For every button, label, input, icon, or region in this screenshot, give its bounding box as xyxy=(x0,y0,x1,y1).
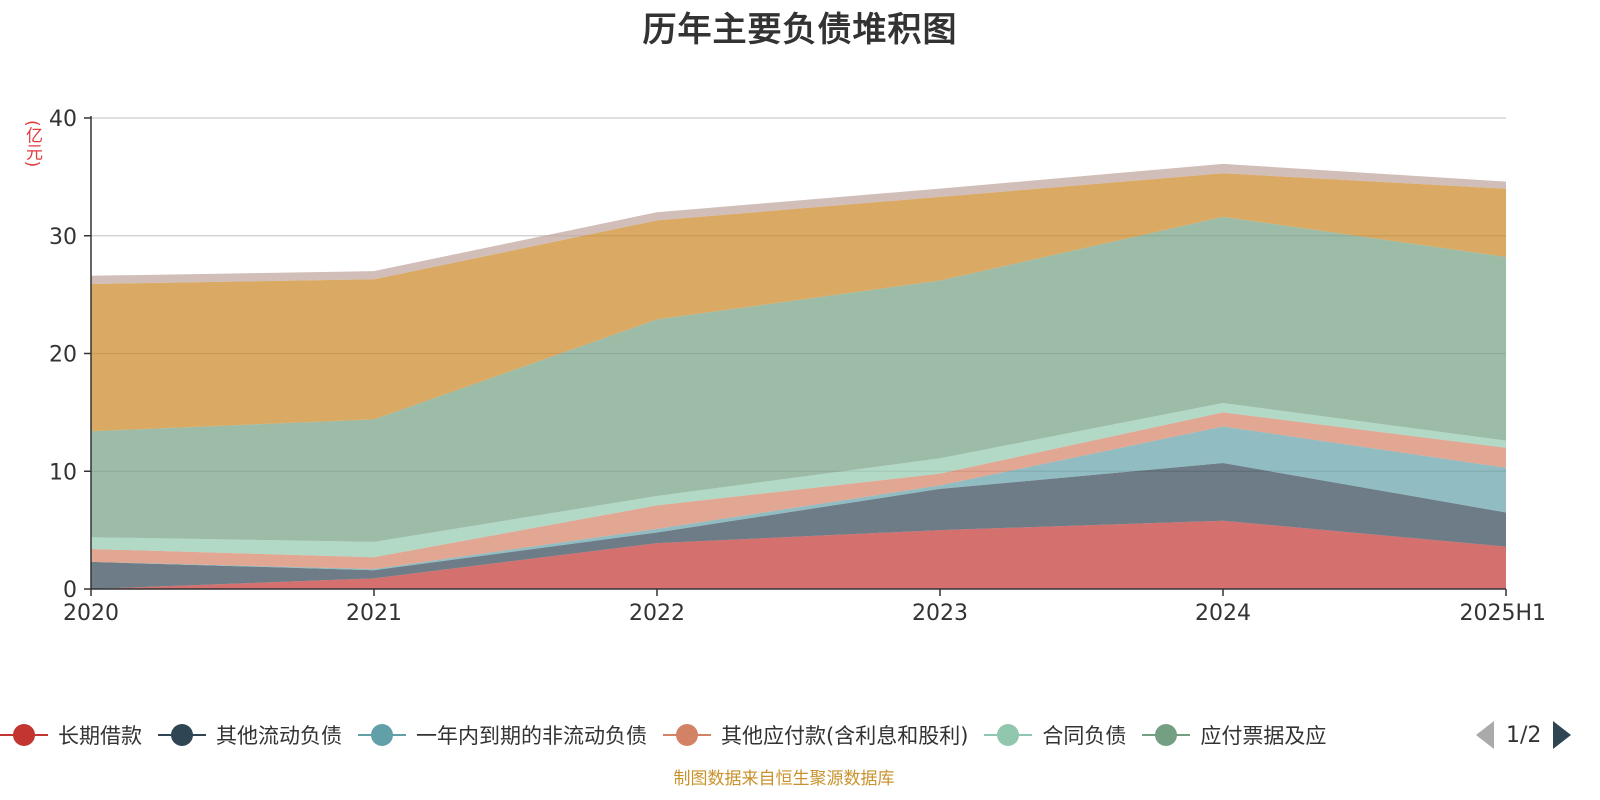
area-series-7 xyxy=(91,173,1506,432)
legend-marker-icon xyxy=(158,723,206,747)
legend-label: 应付票据及应 xyxy=(1200,724,1327,748)
y-tick-label: 0 xyxy=(63,578,77,603)
x-tick-label: 2020 xyxy=(63,601,119,626)
area-series-5 xyxy=(91,403,1506,558)
legend-item[interactable]: 一年内到期的非流动负债 xyxy=(358,720,647,750)
legend-item[interactable]: 其他流动负债 xyxy=(158,720,342,750)
y-tick-label: 10 xyxy=(49,460,77,485)
legend-label: 其他流动负债 xyxy=(216,724,342,748)
chart-title: 历年主要负债堆积图 xyxy=(642,10,958,50)
stacked-area-chart: 0 10 20 30 40 2020 2021 2022 2023 2024 2025H1 xyxy=(49,107,1546,626)
area-series-1 xyxy=(91,520,1506,589)
legend-item[interactable]: 应付票据及应 xyxy=(1142,720,1326,750)
x-tick-label: 2021 xyxy=(346,601,402,626)
area-series-8 xyxy=(91,163,1506,284)
legend-label: 合同负债 xyxy=(1042,724,1127,748)
legend-item[interactable]: 长期借款 xyxy=(0,720,142,750)
source-note: 制图数据来自恒生聚源数据库 xyxy=(673,769,895,789)
legend-page-indicator: 1/2 xyxy=(1506,722,1542,748)
legend-marker-icon xyxy=(358,723,406,747)
x-tick-label: 2023 xyxy=(912,601,968,626)
legend-marker-icon xyxy=(984,723,1033,747)
area-series-3 xyxy=(91,426,1506,571)
y-axis-unit-label: (亿元) xyxy=(22,120,42,168)
y-tick-label: 20 xyxy=(49,343,77,368)
x-tick-label: 2025H1 xyxy=(1459,601,1546,626)
legend: 长期借款 其他流动负债 一年内到期的非流动负债 其他应付款(含利息和股利) 合同负债 应付… xyxy=(0,718,1342,752)
x-tick-label: 2024 xyxy=(1195,601,1251,626)
y-tick-label: 30 xyxy=(49,225,77,250)
legend-label: 一年内到期的非流动负债 xyxy=(416,724,647,748)
area-series-2 xyxy=(91,463,1506,589)
legend-marker-icon xyxy=(0,723,48,747)
area-series xyxy=(91,163,1506,589)
legend-item[interactable]: 合同负债 xyxy=(984,720,1126,750)
axes: 0 10 20 30 40 2020 2021 2022 2023 2024 2025H1 xyxy=(49,107,1546,626)
legend-next-page-icon[interactable] xyxy=(1553,721,1572,749)
legend-marker-icon xyxy=(1142,723,1191,747)
x-tick-label: 2022 xyxy=(629,601,685,626)
legend-item[interactable]: 其他应付款(含利息和股利) xyxy=(663,720,968,750)
area-series-6 xyxy=(91,216,1506,542)
y-tick-label: 40 xyxy=(49,107,77,132)
legend-pager: 1/2 xyxy=(1468,718,1600,752)
legend-marker-icon xyxy=(663,723,711,747)
legend-prev-page-icon[interactable] xyxy=(1476,721,1494,749)
legend-label: 长期借款 xyxy=(58,724,142,748)
legend-label: 其他应付款(含利息和股利) xyxy=(721,724,969,748)
area-series-4 xyxy=(91,412,1506,569)
